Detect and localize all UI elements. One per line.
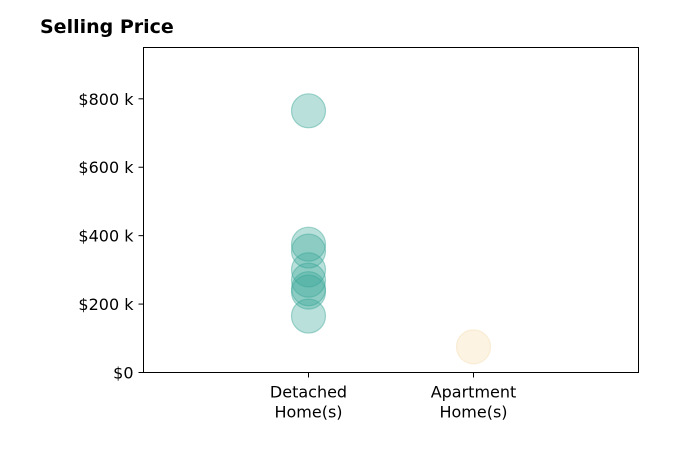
data-points <box>290 93 492 365</box>
y-tick-label: $200 k <box>78 295 134 314</box>
data-point <box>455 329 492 365</box>
data-point <box>290 298 327 334</box>
y-tick-label: $800 k <box>78 90 134 109</box>
plot-frame <box>143 47 639 373</box>
data-point <box>290 233 327 269</box>
y-tick-label: $600 k <box>78 158 134 177</box>
data-point <box>290 274 327 310</box>
x-tick-label: Detached Home(s) <box>270 383 347 422</box>
data-point <box>290 262 327 298</box>
data-point <box>290 226 327 262</box>
data-point <box>290 93 327 129</box>
y-tick-label: $400 k <box>78 227 134 246</box>
y-axis: $0 $200 k $400 k $600 k $800 k <box>78 90 144 383</box>
data-point <box>290 271 327 307</box>
data-point <box>290 252 327 288</box>
chart-title: Selling Price <box>40 16 174 38</box>
x-axis: Detached Home(s) Apartment Home(s) <box>270 372 517 422</box>
x-tick-label: Apartment Home(s) <box>431 383 517 422</box>
y-tick-label: $0 <box>113 364 133 383</box>
